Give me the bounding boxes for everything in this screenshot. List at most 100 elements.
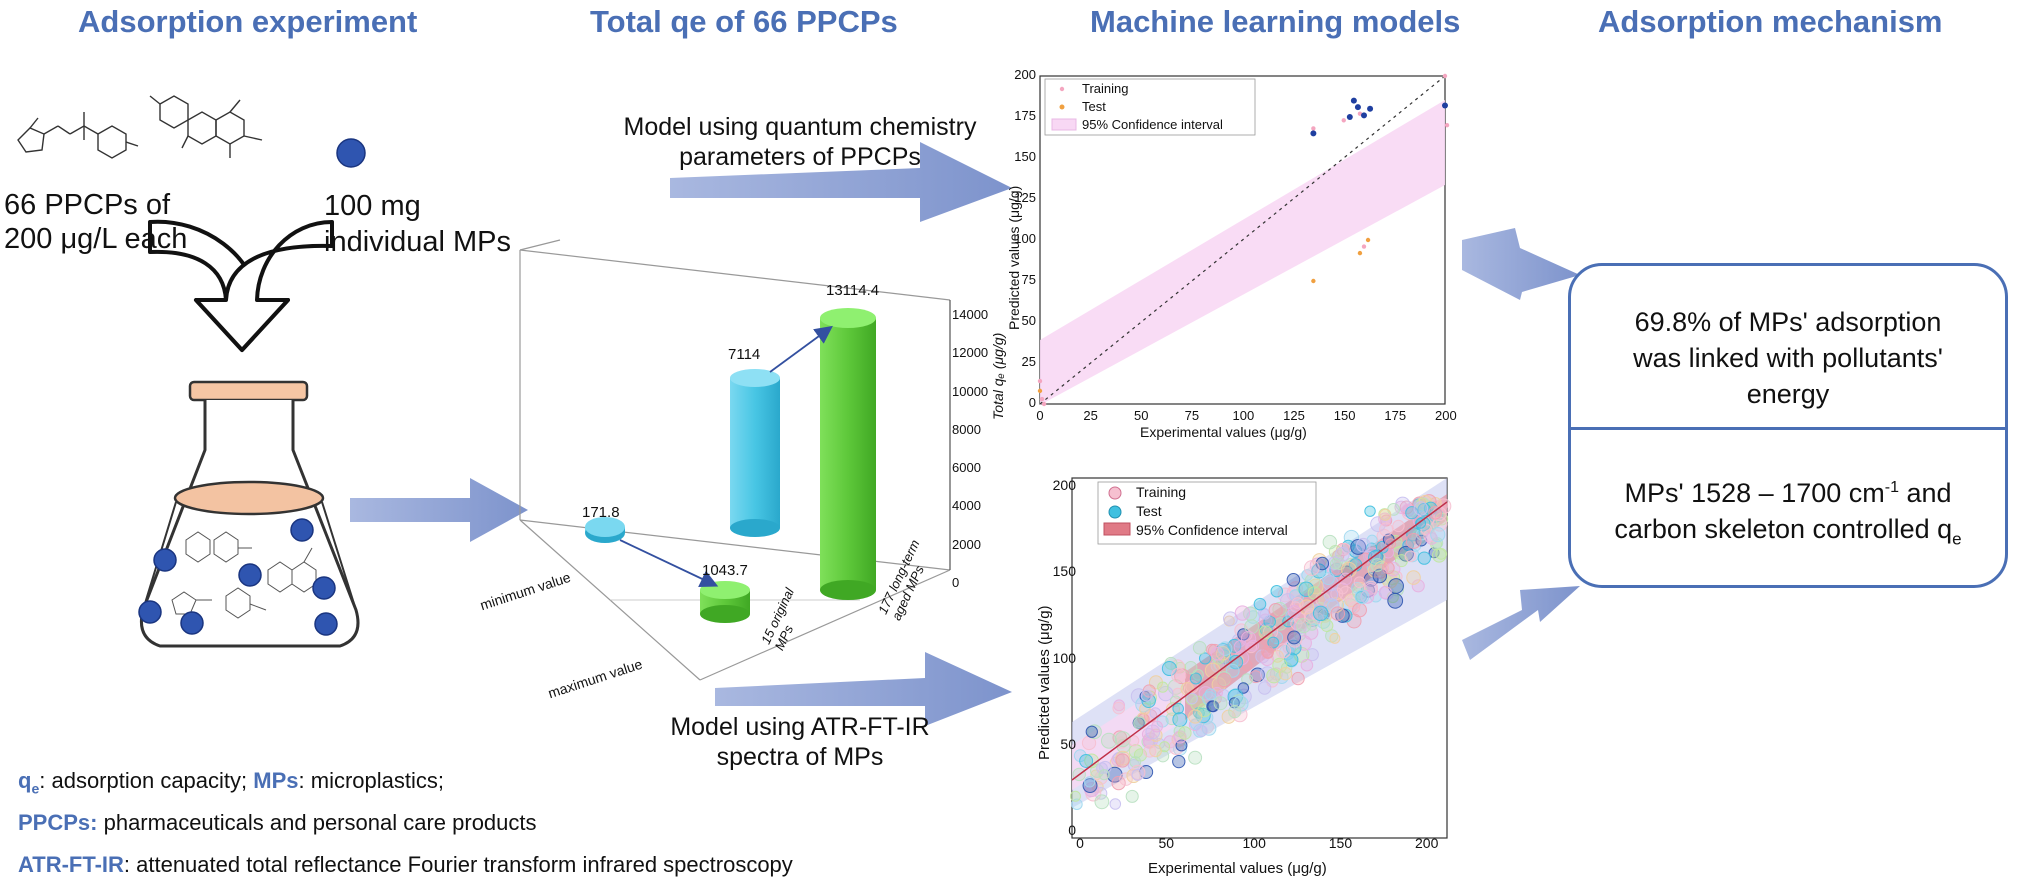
- bar3d-label-max-aged: 13114.4: [826, 282, 880, 299]
- bottom-plot-point: [1336, 582, 1349, 595]
- bottom-plot-point: [1109, 798, 1122, 810]
- top-plot-point: [1039, 396, 1045, 402]
- bottom-plot-point: [1157, 681, 1169, 693]
- bottom-plot-point: [1125, 789, 1139, 803]
- flask-icon: [138, 380, 360, 648]
- bottom-plot-point: [1392, 519, 1405, 533]
- mp-line-1: 100 mg: [324, 190, 421, 222]
- bottom-plot-point: [1300, 658, 1314, 672]
- bottom-plot-point: [1404, 550, 1417, 563]
- bottom-plot-point: [1287, 630, 1301, 645]
- bottom-plot-point: [1111, 775, 1126, 791]
- bottom-plot-point: [1406, 570, 1421, 585]
- top-plot-point: [1357, 250, 1363, 256]
- bar3d-z-tick: 8000: [952, 421, 981, 437]
- y-tick-label: 50: [1021, 313, 1036, 328]
- arrow-bottom-model-to-mechanism: [1462, 586, 1580, 660]
- bottom-plot-point: [1350, 539, 1367, 555]
- bottom-plot-point: [1303, 609, 1319, 624]
- x-tick-label: 75: [1184, 408, 1200, 423]
- x-tick-label: 175: [1384, 408, 1407, 423]
- y-tick-label: 100: [1014, 231, 1036, 246]
- model-qc-line-2: parameters of PPCPs: [679, 143, 921, 171]
- mechanism-finding-1: 69.8% of MPs' adsorption was linked with…: [1571, 304, 2005, 412]
- ppcp-description: 66 PPCPs of 200 μg/L each: [4, 188, 187, 256]
- cylinder-max-aged: [820, 308, 876, 600]
- top-plot-legend-text: Training Test 95% Confidence interval: [1082, 80, 1223, 134]
- mechanism-finding-1-line-1: 69.8% of MPs' adsorption: [1634, 307, 1942, 337]
- bottom-plot-point: [1130, 764, 1146, 780]
- mechanism-divider: [1571, 427, 2005, 430]
- cylinder-min-aged: [700, 581, 750, 623]
- top-plot-point: [1037, 378, 1043, 384]
- header-total-qe: Total qe of 66 PPCPs: [590, 4, 898, 39]
- bottom-plot-point: [1379, 508, 1392, 521]
- bottom-plot-point: [1435, 547, 1448, 560]
- bottom-plot-legend-text: Training Test 95% Confidence interval: [1136, 483, 1288, 540]
- bottom-plot-point: [1257, 681, 1272, 695]
- bar3d-label-min-original: 171.8: [582, 504, 620, 521]
- bottom-plot-point: [1370, 558, 1385, 572]
- merge-arrow-icon: [148, 219, 334, 352]
- bottom-plot-point: [1096, 762, 1108, 775]
- bottom-plot-point: [1348, 601, 1361, 614]
- bottom-plot-point: [1330, 606, 1346, 621]
- bottom-plot-point: [1100, 732, 1117, 749]
- bottom-plot-point: [1217, 641, 1233, 656]
- x-tick-label: 200: [1435, 408, 1457, 423]
- mechanism-box: 69.8% of MPs' adsorption was linked with…: [1568, 263, 2008, 588]
- bottom-plot-point: [1143, 744, 1157, 758]
- top-plot-point: [1361, 112, 1367, 119]
- x-tick-label: 150: [1333, 408, 1356, 423]
- top-plot-point: [1365, 237, 1371, 243]
- bottom-plot-point: [1115, 753, 1130, 768]
- y-tick-label: 150: [1014, 149, 1036, 164]
- bottom-plot-point: [1329, 558, 1342, 570]
- x-tick-label: 25: [1083, 408, 1098, 423]
- ppcp-line-1: 66 PPCPs of: [4, 189, 171, 221]
- ppcp-molecule-icon-1: [17, 112, 139, 159]
- arrow-max-increase: [769, 325, 833, 373]
- mechanism-finding-2-line-1: MPs' 1528 – 1700 cm-1 and: [1624, 478, 1952, 508]
- bottom-legend-training: Training: [1136, 484, 1187, 500]
- x-tick-label: 150: [1328, 835, 1353, 851]
- bottom-plot-point: [1178, 726, 1192, 740]
- bottom-plot-point: [1370, 516, 1386, 533]
- header-adsorption-experiment: Adsorption experiment: [78, 4, 418, 39]
- top-plot-ylabel: Predicted values (μg/g): [1006, 185, 1022, 330]
- y-tick-label: 200: [1014, 67, 1036, 82]
- bottom-plot-point: [1234, 605, 1251, 621]
- bottom-plot-point: [1415, 517, 1427, 529]
- bottom-plot-point: [1186, 692, 1198, 705]
- y-tick-label: 0: [1028, 395, 1036, 410]
- bottom-plot-point: [1195, 725, 1208, 737]
- footnote-ppcps: PPCPs: pharmaceuticals and personal care…: [18, 810, 537, 835]
- header-machine-learning: Machine learning models: [1090, 4, 1461, 39]
- bottom-plot-point: [1079, 753, 1094, 768]
- top-plot-point: [1350, 97, 1357, 104]
- bottom-plot-point: [1352, 602, 1367, 618]
- bottom-plot-point: [1128, 735, 1140, 747]
- top-plot-point: [1367, 105, 1374, 112]
- bottom-plot-point: [1171, 667, 1187, 683]
- bottom-plot-point: [1071, 798, 1083, 811]
- bottom-plot-point: [1244, 619, 1260, 635]
- model-qc-label: Model using quantum chemistry parameters…: [610, 112, 990, 172]
- bar3d-z-tick: 6000: [952, 460, 981, 476]
- bottom-plot-point: [1364, 505, 1376, 517]
- mp-particle-icon: [336, 138, 366, 168]
- bottom-plot-point: [1278, 666, 1293, 681]
- x-tick-label: 50: [1158, 835, 1175, 851]
- x-tick-label: 50: [1134, 408, 1149, 423]
- bottom-plot-point: [1405, 506, 1419, 520]
- y-tick-label: 100: [1052, 649, 1076, 666]
- bottom-plot-point: [1360, 590, 1375, 604]
- bottom-plot-point: [1098, 769, 1110, 781]
- bottom-plot-point: [1172, 702, 1184, 715]
- bottom-plot-point: [1305, 648, 1319, 662]
- arrow-top-model-to-mechanism: [1462, 228, 1580, 300]
- bottom-plot-point: [1094, 794, 1110, 810]
- bottom-plot-point: [1082, 778, 1098, 794]
- bottom-plot-point: [1112, 701, 1126, 715]
